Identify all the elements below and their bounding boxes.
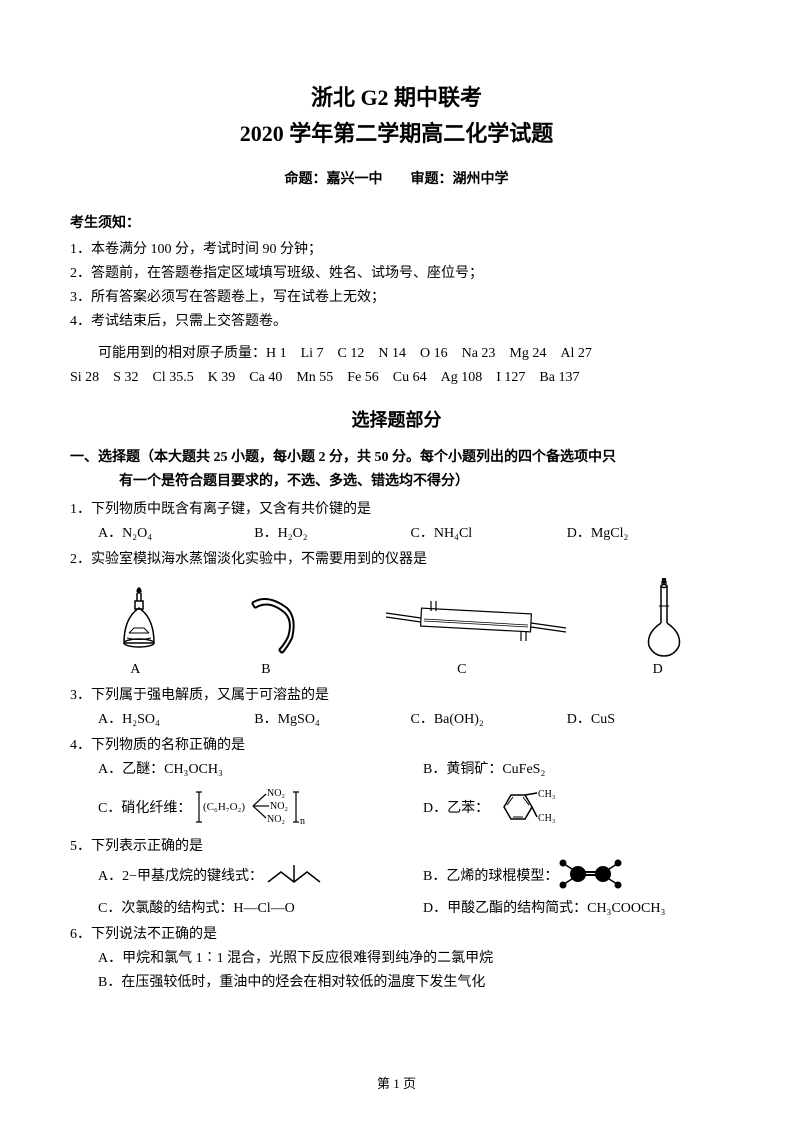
q4-opt-b: B．黄铜矿：CuFeS₂: [423, 758, 723, 778]
q3-opt-d: D．CuS: [567, 708, 723, 728]
q5-opt-d: D．甲酸乙酯的结构简式：CH₃COOCH₃: [423, 897, 723, 917]
nitrocellulose-icon: (C₆H₇O₂) NO₂ NO₂ NO₂ n: [191, 784, 321, 829]
q4-opt-a: A．乙醚：CH₃OCH₃: [98, 758, 423, 778]
page-footer: 第 1 页: [0, 1073, 793, 1092]
instruction-line2: 有一个是符合题目要求的，不选、多选、错选均不得分）: [70, 470, 723, 490]
q5-row2: C．次氯酸的结构式：H—Cl—O D．甲酸乙酯的结构简式：CH₃COOCH₃: [70, 897, 723, 917]
svg-text:NO₂: NO₂: [270, 801, 288, 812]
q2-labels: A B C D: [70, 662, 723, 678]
author-line: 命题：嘉兴一中 审题：湖州中学: [70, 168, 723, 188]
svg-text:CH₃: CH₃: [538, 813, 555, 824]
q3-text: 3．下列属于强电解质，又属于可溶盐的是: [70, 684, 723, 704]
q2-label-d: D: [592, 662, 723, 678]
q5-text: 5．下列表示正确的是: [70, 835, 723, 855]
q1-opt-b: B．H₂O₂: [254, 522, 410, 542]
notice-item-4: 4．考试结束后，只需上交答题卷。: [70, 310, 723, 330]
q1-options: A．N₂O₄ B．H₂O₂ C．NH₄Cl D．MgCl₂: [70, 522, 723, 542]
q2-label-a: A: [70, 662, 201, 678]
q6-text: 6．下列说法不正确的是: [70, 923, 723, 943]
q1-opt-a: A．N₂O₄: [98, 522, 254, 542]
q5-opt-b-label: B．乙烯的球棍模型：: [423, 865, 558, 885]
volumetric-flask-icon: [634, 578, 694, 658]
atomic-mass-line1: 可能用到的相对原子质量：H 1 Li 7 C 12 N 14 O 16 Na 2…: [70, 342, 723, 362]
q5-opt-c: C．次氯酸的结构式：H—Cl—O: [98, 897, 423, 917]
section-title: 选择题部分: [70, 406, 723, 432]
q3-opt-b: B．MgSO₄: [254, 708, 410, 728]
q5-row1: A．2−甲基戊烷的键线式： B．乙烯的球棍模型：: [70, 859, 723, 891]
q1-opt-c: C．NH₄Cl: [411, 522, 567, 542]
glass-tube-icon: [237, 583, 317, 658]
q3-opt-c: C．Ba(OH)₂: [411, 708, 567, 728]
q1-text: 1．下列物质中既含有离子键，又含有共价键的是: [70, 498, 723, 518]
q2-label-c: C: [331, 662, 592, 678]
q3-opt-a: A．H₂SO₄: [98, 708, 254, 728]
notice-item-3: 3．所有答案必须写在答题卷上，写在试卷上无效；: [70, 286, 723, 306]
q4-opt-c: C．硝化纤维： (C₆H₇O₂) NO₂ NO₂ NO₂ n: [98, 784, 423, 829]
bondline-icon: [263, 860, 333, 890]
svg-text:n: n: [300, 816, 305, 827]
q6-opt-a: A．甲烷和氯气 1∶1 混合，光照下反应很难得到纯净的二氯甲烷: [70, 947, 723, 967]
q5-opt-a-label: A．2−甲基戊烷的键线式：: [98, 865, 263, 885]
atomic-mass-line2: Si 28 S 32 Cl 35.5 K 39 Ca 40 Mn 55 Fe 5…: [70, 366, 723, 386]
q6-opt-b: B．在压强较低时，重油中的烃会在相对较低的温度下发生气化: [70, 971, 723, 991]
title-line1: 浙北 G2 期中联考: [70, 80, 723, 112]
alcohol-lamp-icon: [99, 583, 179, 658]
svg-text:CH₃: CH₃: [538, 789, 555, 800]
notice-header: 考生须知：: [70, 212, 723, 232]
notice-item-2: 2．答题前，在答题卷指定区域填写班级、姓名、试场号、座位号；: [70, 262, 723, 282]
instruction-line1: 一、选择题（本大题共 25 小题，每小题 2 分，共 50 分。每个小题列出的四…: [70, 446, 723, 466]
q5-opt-b: B．乙烯的球棍模型：: [423, 859, 723, 891]
q2-label-b: B: [201, 662, 332, 678]
q3-options: A．H₂SO₄ B．MgSO₄ C．Ba(OH)₂ D．CuS: [70, 708, 723, 728]
notice-item-1: 1．本卷满分 100 分，考试时间 90 分钟；: [70, 238, 723, 258]
q1-opt-d: D．MgCl₂: [567, 522, 723, 542]
condenser-icon: [376, 583, 576, 658]
q4-opt-d: D．乙苯： CH₃ CH₃: [423, 784, 723, 829]
svg-text:NO₂: NO₂: [267, 814, 285, 825]
q4-row2: C．硝化纤维： (C₆H₇O₂) NO₂ NO₂ NO₂ n D．乙苯：: [70, 784, 723, 829]
q4-opt-d-label: D．乙苯：: [423, 797, 489, 817]
q2-images: [70, 578, 723, 658]
xylene-icon: CH₃ CH₃: [489, 787, 569, 827]
title-line2: 2020 学年第二学期高二化学试题: [70, 116, 723, 148]
q4-opt-c-label: C．硝化纤维：: [98, 797, 191, 817]
q5-opt-a: A．2−甲基戊烷的键线式：: [98, 859, 423, 891]
q2-text: 2．实验室模拟海水蒸馏淡化实验中，不需要用到的仪器是: [70, 548, 723, 568]
q4-row1: A．乙醚：CH₃OCH₃ B．黄铜矿：CuFeS₂: [70, 758, 723, 778]
q4-text: 4．下列物质的名称正确的是: [70, 734, 723, 754]
svg-text:NO₂: NO₂: [267, 788, 285, 799]
svg-text:(C₆H₇O₂): (C₆H₇O₂): [203, 801, 245, 813]
ethylene-model-icon: [558, 859, 623, 891]
